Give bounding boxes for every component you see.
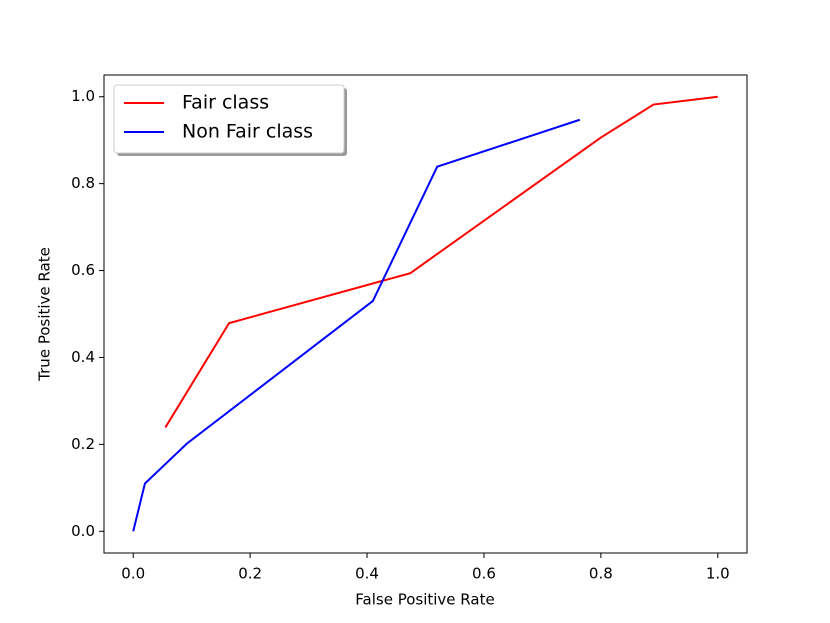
y-tick-label: 0.0 <box>71 522 95 540</box>
x-tick-label: 0.6 <box>472 565 496 583</box>
legend-label: Non Fair class <box>182 121 313 143</box>
legend-label: Fair class <box>182 92 269 114</box>
x-tick-label: 0.8 <box>589 565 613 583</box>
x-tick-label: 0.2 <box>238 565 262 583</box>
y-tick-label: 0.6 <box>71 261 95 279</box>
data-line <box>164 95 718 428</box>
y-tick-label: 0.4 <box>71 348 95 366</box>
x-tick-label: 1.0 <box>706 565 730 583</box>
y-tick-label: 0.8 <box>71 174 95 192</box>
x-tick-label: 0.4 <box>355 565 379 583</box>
y-tick-label: 0.2 <box>71 435 95 453</box>
data-line <box>132 118 581 532</box>
plot-frame <box>103 74 748 554</box>
legend-box <box>113 84 345 154</box>
x-axis-label: False Positive Rate <box>355 591 494 609</box>
x-tick-label: 0.0 <box>121 565 145 583</box>
y-axis-label: True Positive Rate <box>36 247 54 382</box>
y-tick-label: 1.0 <box>71 87 95 105</box>
